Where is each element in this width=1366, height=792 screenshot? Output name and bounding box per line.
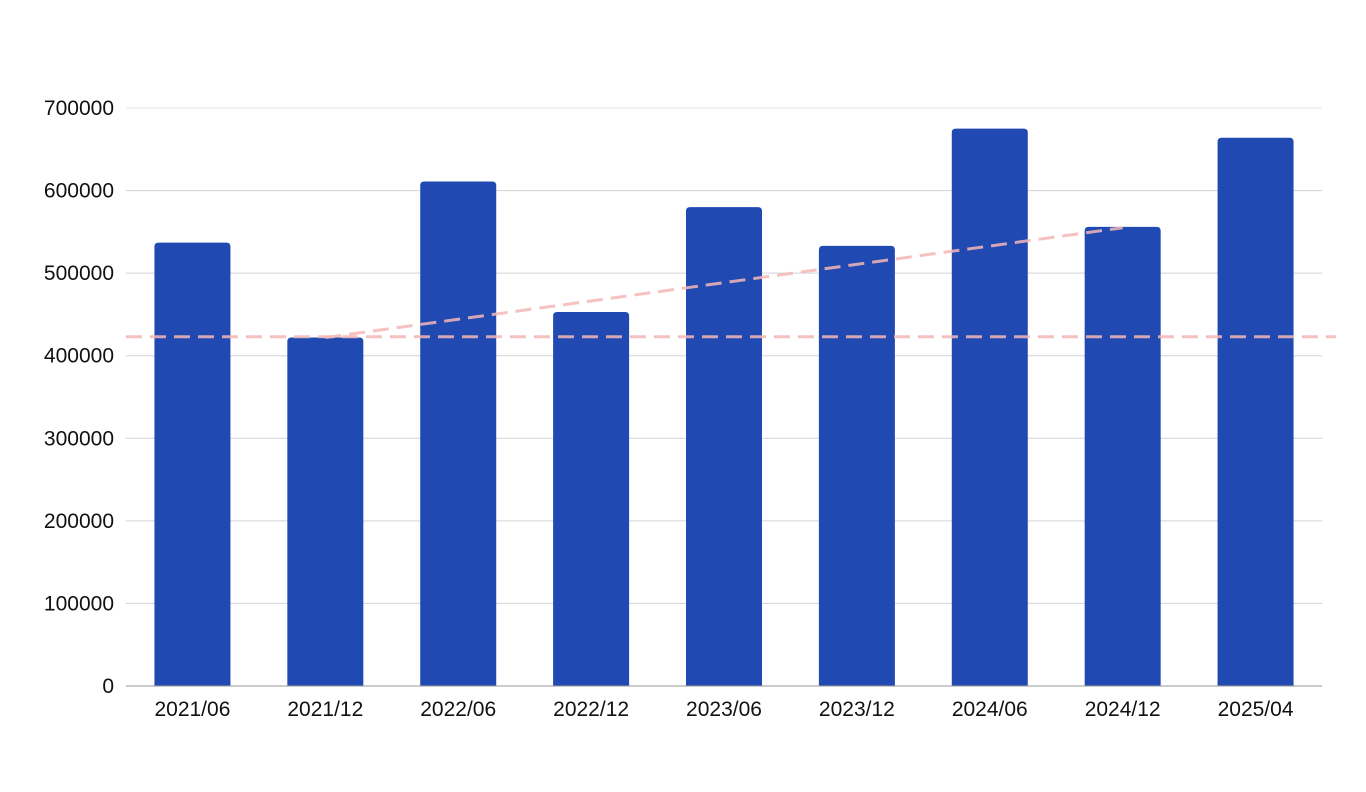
bar-2021-06 xyxy=(154,242,231,686)
bar-2024-12 xyxy=(1084,226,1161,686)
x-tick-label: 2021/12 xyxy=(287,698,363,721)
bar-2021-12 xyxy=(287,337,364,686)
bar-2022-12 xyxy=(553,311,630,686)
bar-2024-06 xyxy=(951,128,1028,687)
bar-2023-06 xyxy=(686,207,762,687)
bar-2025-04 xyxy=(1217,137,1294,686)
y-tick-label: 400000 xyxy=(44,345,114,368)
y-tick-label: 500000 xyxy=(44,262,114,285)
y-tick-label: 700000 xyxy=(44,97,114,120)
y-tick-label: 200000 xyxy=(44,510,114,533)
y-tick-label: 0 xyxy=(102,675,114,698)
x-tick-label: 2025/04 xyxy=(1218,698,1294,721)
x-tick-label: 2024/06 xyxy=(952,698,1028,721)
trend-line xyxy=(325,226,1123,340)
reference-lines xyxy=(126,226,1336,340)
x-tick-label: 2022/12 xyxy=(553,698,629,721)
bars xyxy=(154,128,1294,687)
x-tick-label: 2023/06 xyxy=(686,698,762,721)
y-tick-label: 300000 xyxy=(44,427,114,450)
x-tick-label: 2023/12 xyxy=(819,698,895,721)
x-tick-labels: 2021/06 2021/12 2022/06 2022/12 2023/06 2023/… xyxy=(154,698,1293,721)
bar-2022-06 xyxy=(420,181,497,686)
x-tick-label: 2022/06 xyxy=(420,698,496,721)
y-tick-label: 600000 xyxy=(44,180,114,203)
x-tick-label: 2024/12 xyxy=(1085,698,1161,721)
x-tick-label: 2021/06 xyxy=(154,698,230,721)
y-tick-label: 100000 xyxy=(44,592,114,615)
y-tick-labels: 0 100000 200000 300000 400000 500000 600000 700… xyxy=(44,97,114,698)
bar-2023-12 xyxy=(818,245,895,686)
